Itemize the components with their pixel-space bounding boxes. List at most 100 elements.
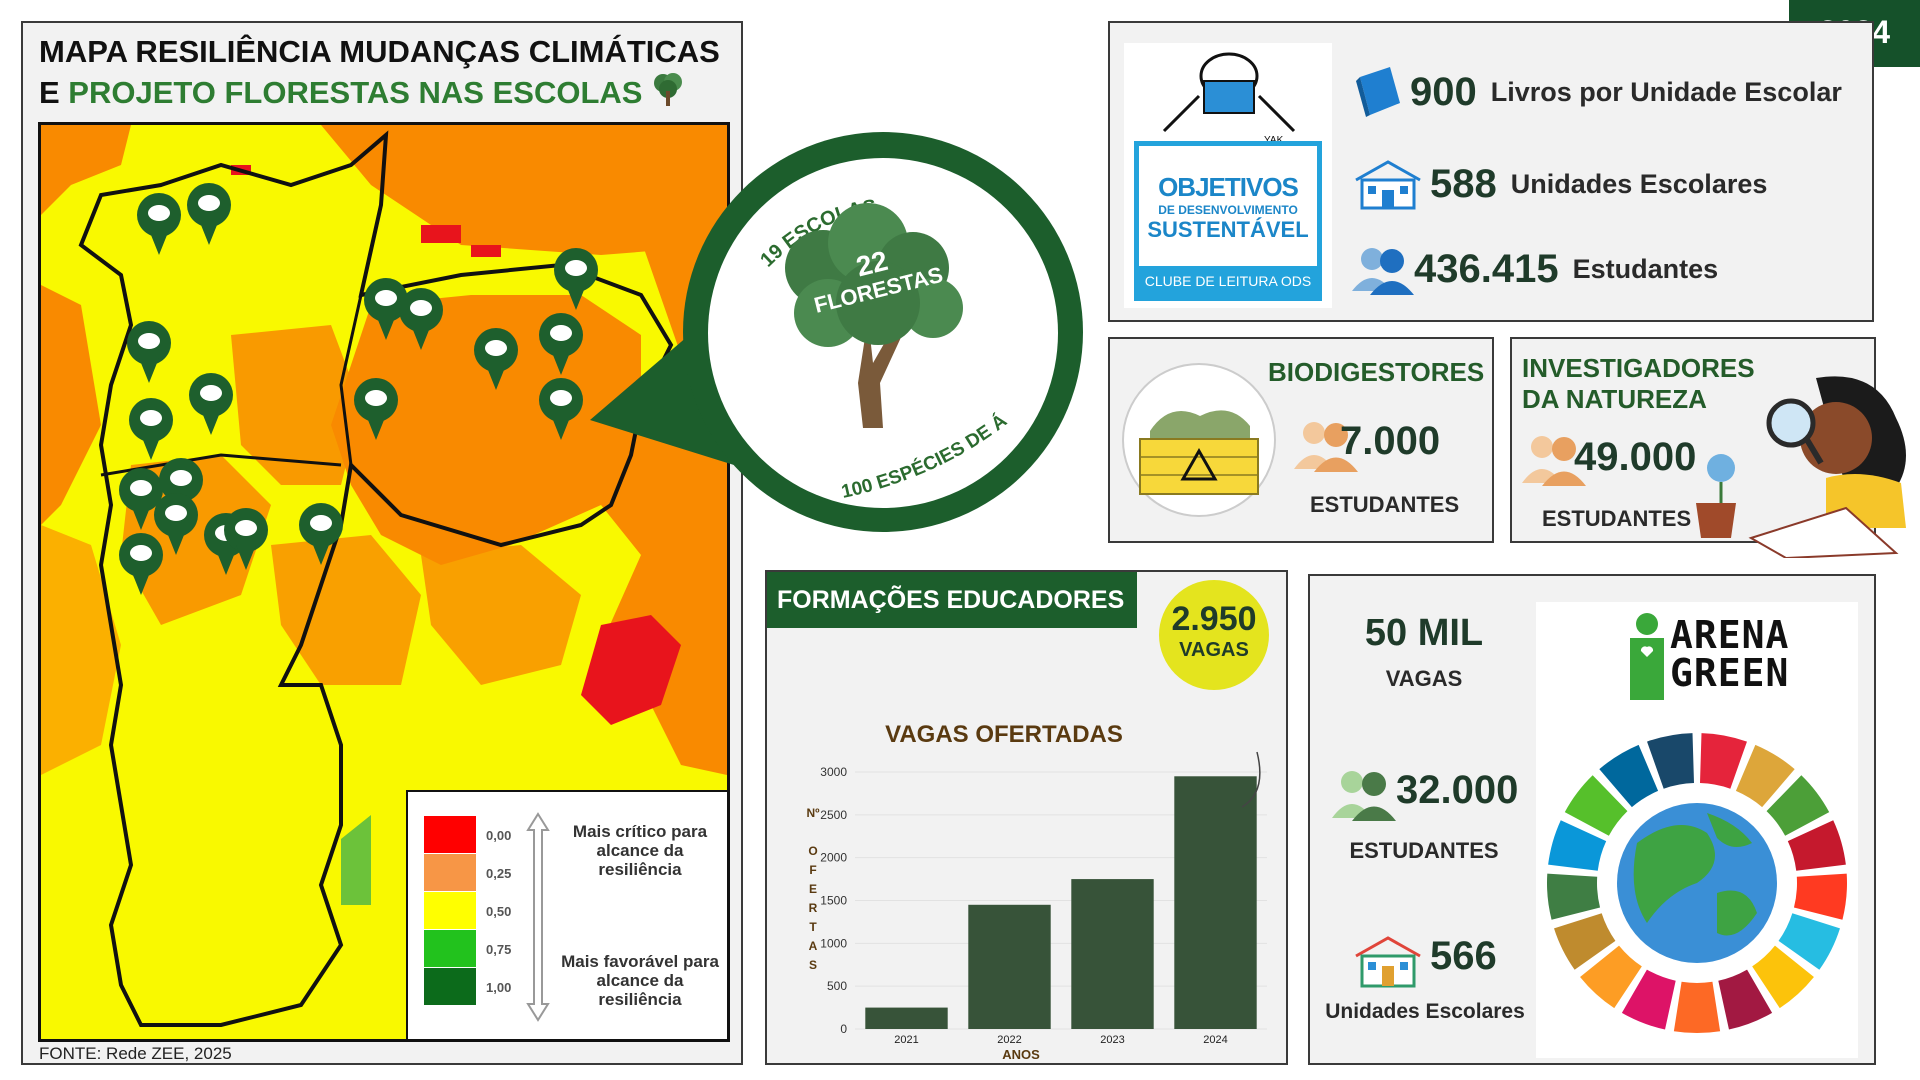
bar-2021	[865, 1007, 948, 1029]
x-tick-label: 2022	[997, 1034, 1021, 1046]
legend-swatch-2	[424, 892, 476, 929]
map-source: FONTE: Rede ZEE, 2025	[39, 1044, 232, 1063]
bar-2023	[1071, 879, 1154, 1029]
map-title-green: PROJETO FLORESTAS NAS ESCOLAS	[68, 75, 643, 110]
legend-label-4: 1,00	[486, 980, 512, 995]
investigadores-title-line2: DA NATUREZA	[1522, 384, 1707, 414]
sdg-segment	[1752, 945, 1814, 1009]
bar-2022	[968, 904, 1051, 1029]
x-tick-label: 2024	[1203, 1034, 1227, 1046]
arena-logo-text: ARENA GREEN	[1670, 616, 1789, 692]
ods-logo-line2: DE DESENVOLVIMENTO	[1158, 203, 1298, 217]
legend-swatch-1	[424, 854, 476, 891]
arena-person-icon	[1630, 613, 1664, 700]
investigator-girl-icon	[1696, 376, 1906, 558]
vagas-badge-value: 2.950	[1171, 600, 1257, 638]
arena-unidades-value: 566	[1430, 934, 1497, 978]
reading-character-icon: YAK	[1162, 52, 1296, 146]
investigadores-title: INVESTIGADORES DA NATUREZA	[1522, 353, 1755, 415]
sdg-segment	[1699, 733, 1747, 789]
stat-unidades-value: 588	[1430, 161, 1497, 206]
legend-label-1: 0,25	[486, 866, 512, 881]
biodigestores-value: 7.000	[1340, 419, 1441, 463]
investigadores-panel: INVESTIGADORES DA NATUREZA 49.000 ESTUDA…	[1510, 337, 1876, 543]
school-pins	[119, 183, 598, 595]
vagas-badge: 2.950 VAGAS	[1159, 580, 1269, 690]
people-icon	[1352, 248, 1414, 295]
forests-circle-inner: 19 ESCOLAS 22 FLORESTAS 100 ESPÉCIES DE …	[701, 142, 1058, 508]
legend-label-0: 0,00	[486, 828, 512, 843]
school-icon	[1355, 160, 1421, 210]
sdg-segment	[1580, 945, 1642, 1009]
map-panel: MAPA RESILIÊNCIA MUDANÇAS CLIMÁTICAS E P…	[21, 21, 743, 1065]
sdg-segment	[1548, 820, 1607, 871]
sdg-segment	[1778, 913, 1840, 970]
investigadores-value: 49.000	[1574, 435, 1697, 479]
stat-livros-label: Livros por Unidade Escolar	[1490, 76, 1842, 107]
sdg-segment	[1564, 775, 1628, 836]
sdg-segment	[1735, 744, 1795, 808]
tree-icon	[651, 71, 685, 116]
y-tick-label: 1500	[820, 894, 847, 908]
double-arrow-icon	[526, 812, 550, 1027]
sdg-segment	[1673, 981, 1721, 1033]
ods-logo-box: OBJETIVOS DE DESENVOLVIMENTO SUSTENTÁVEL…	[1134, 141, 1322, 301]
arena-panel: 50 MIL VAGAS 32.000 ESTUDANTES 566 Unida…	[1308, 574, 1876, 1065]
map-title: MAPA RESILIÊNCIA MUDANÇAS CLIMÁTICAS E P…	[39, 33, 720, 116]
map-title-prefix: E	[39, 75, 69, 110]
map-legend: 0,00 0,25 0,50 0,75 1,00 Mais crítico pa…	[406, 790, 727, 1039]
investigadores-title-line1: INVESTIGADORES	[1522, 353, 1755, 383]
arena-logo-line1: ARENA	[1670, 613, 1790, 657]
students-icon	[1332, 771, 1396, 821]
ods-logo-line3: SUSTENTÁVEL	[1147, 217, 1309, 242]
y-tick-label: 1000	[820, 936, 847, 950]
svg-text:YAK: YAK	[1264, 135, 1284, 146]
book-icon	[1356, 67, 1400, 117]
biodigestores-label: ESTUDANTES	[1310, 492, 1460, 517]
sdg-segment	[1599, 744, 1659, 808]
sdg-segment	[1718, 969, 1773, 1030]
ods-logo-line1: OBJETIVOS	[1158, 172, 1299, 202]
y-tick-label: 500	[827, 979, 847, 993]
ods-logo-line4: CLUBE DE LEITURA ODS	[1139, 266, 1317, 296]
vagas-chart: VAGAS OFERTADAS 0 500 1000 1500 2000 2500 3000 2…	[806, 721, 1267, 1062]
ods-logo: YAK OBJETIVOS DE DESENVOLVIMENTO SUSTENT…	[1124, 43, 1332, 308]
biodigester-icon	[1122, 363, 1276, 517]
bar-2024	[1174, 776, 1257, 1029]
stat-estudantes-label: Estudantes	[1572, 253, 1719, 284]
arena-logo-area: ARENA GREEN	[1536, 602, 1858, 1058]
map-frame: 0,00 0,25 0,50 0,75 1,00 Mais crítico pa…	[38, 122, 730, 1042]
sdg-wheel-icon	[1547, 733, 1847, 1033]
legend-label-2: 0,50	[486, 904, 512, 919]
callout-arrow	[1241, 751, 1261, 808]
x-axis-label: ANOS	[1002, 1047, 1040, 1062]
x-tick-label: 2023	[1100, 1034, 1124, 1046]
legend-bottom-text: Mais favorável para alcance da resiliênc…	[561, 952, 719, 1009]
biodigestores-title: BIODIGESTORES	[1268, 357, 1485, 387]
sdg-segment	[1787, 820, 1846, 871]
formacoes-panel: FORMAÇÕES EDUCADORES 2.950 VAGAS VAGAS O…	[765, 570, 1288, 1065]
stat-livros-value: 900	[1410, 69, 1477, 114]
chart-title: VAGAS OFERTADAS	[885, 721, 1123, 748]
biodigestores-panel: BIODIGESTORES 7.000 ESTUDANTES	[1108, 337, 1494, 543]
students-icon	[1522, 436, 1586, 486]
stat-unidades: 588 Unidades Escolares	[1350, 158, 1767, 210]
stat-estudantes-value: 436.415	[1414, 246, 1559, 291]
stat-estudantes: 436.415 Estudantes	[1350, 243, 1718, 295]
arena-estudantes-label: ESTUDANTES	[1349, 838, 1499, 863]
map-title-line2: E PROJETO FLORESTAS NAS ESCOLAS	[39, 71, 720, 116]
y-tick-label: 0	[840, 1022, 847, 1036]
sdg-segment	[1766, 775, 1830, 836]
stat-unidades-label: Unidades Escolares	[1510, 168, 1768, 199]
students-icon	[1294, 422, 1358, 472]
sdg-segment	[1647, 733, 1695, 789]
legend-top-text: Mais crítico para alcance da resiliência	[572, 822, 708, 879]
legend-swatch-3	[424, 930, 476, 967]
ods-panel: YAK OBJETIVOS DE DESENVOLVIMENTO SUSTENT…	[1108, 21, 1874, 322]
y-tick-label: 2500	[820, 808, 847, 822]
map-image	[41, 125, 727, 1039]
map-title-line1: MAPA RESILIÊNCIA MUDANÇAS CLIMÁTICAS	[39, 34, 720, 69]
arena-unidades-label: Unidades Escolares	[1325, 1000, 1525, 1023]
y-tick-label: 3000	[820, 765, 847, 779]
